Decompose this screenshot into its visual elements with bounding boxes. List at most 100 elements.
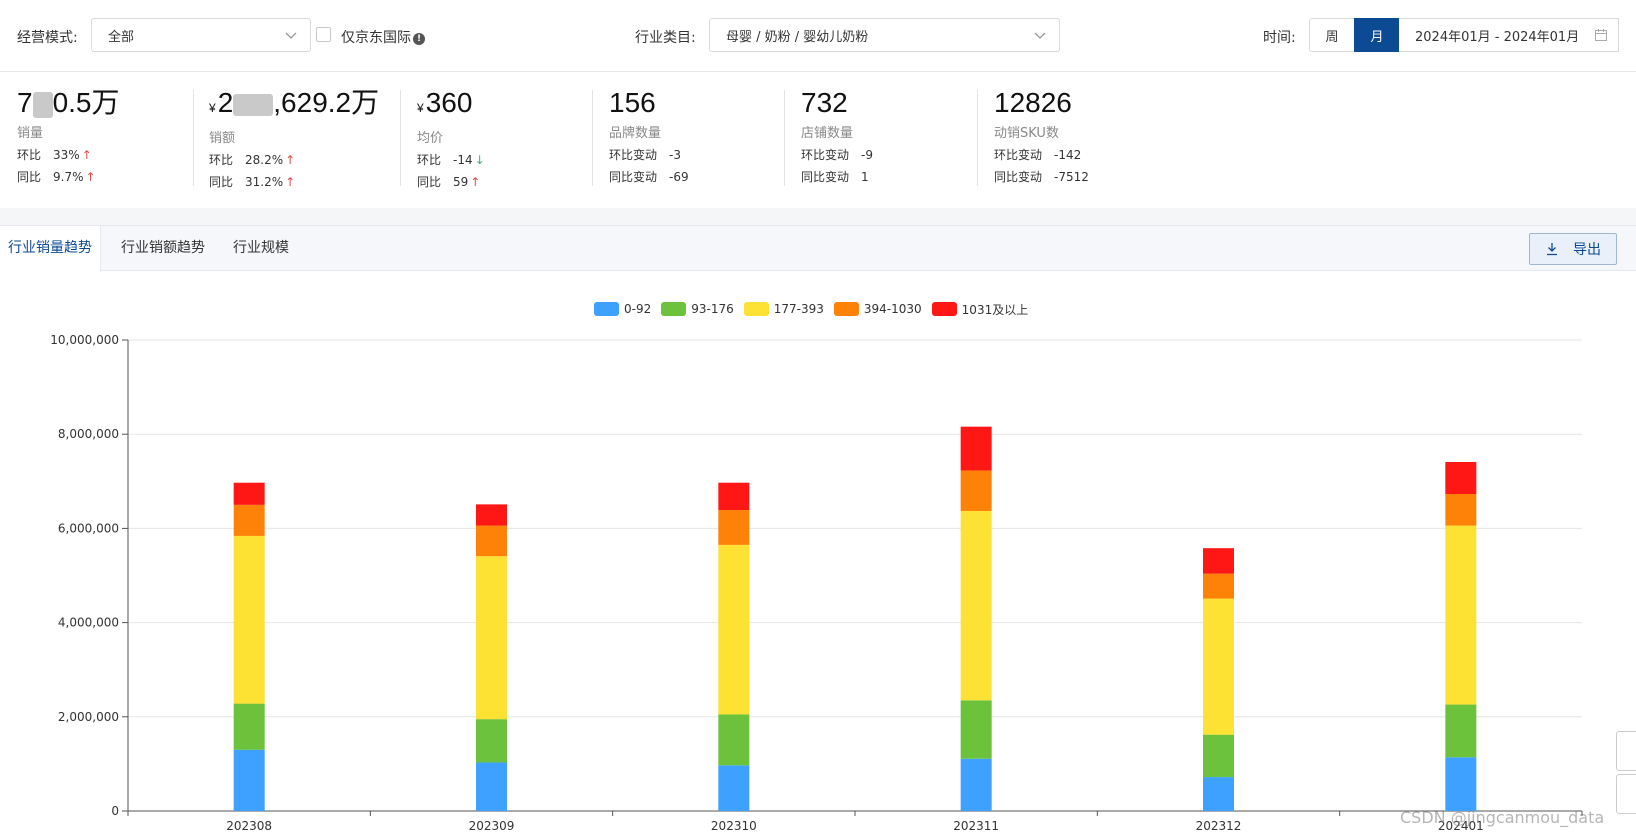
date-range-picker[interactable]: 2024年01月 - 2024年01月 bbox=[1399, 18, 1619, 52]
mom-value: -14 bbox=[453, 153, 473, 167]
bar-segment bbox=[960, 700, 992, 759]
arrow-up-icon: ↑ bbox=[81, 148, 92, 162]
bar-segment bbox=[233, 482, 265, 505]
y-tick-label: 10,000,000 bbox=[50, 333, 119, 347]
yoy-label: 同比变动 bbox=[994, 170, 1043, 184]
mom-label: 环比 bbox=[17, 148, 42, 162]
mode-select[interactable]: 全部 bbox=[91, 18, 311, 52]
metric-mom-row: 环比变动 -9 bbox=[801, 146, 873, 163]
metric-mom-row: 环比变动 -3 bbox=[609, 146, 689, 163]
week-toggle[interactable]: 周 bbox=[1309, 18, 1355, 52]
metric-sku-count: 12826 动销SKU数 环比变动 -142 同比变动 -7512 bbox=[994, 86, 1089, 198]
yoy-value: -7512 bbox=[1054, 170, 1089, 184]
metric-label: 店铺数量 bbox=[801, 126, 854, 141]
metric-yoy-row: 同比变动 -69 bbox=[609, 168, 689, 185]
legend-item[interactable]: 0-92 bbox=[594, 302, 651, 316]
bar-segment bbox=[718, 714, 750, 766]
mom-label: 环比变动 bbox=[609, 148, 658, 162]
metric-value-part: 0.5万 bbox=[52, 87, 120, 118]
month-toggle[interactable]: 月 bbox=[1354, 18, 1400, 52]
y-tick-label: 0 bbox=[111, 804, 119, 818]
side-tool-button[interactable] bbox=[1616, 731, 1636, 771]
mom-label: 环比变动 bbox=[994, 148, 1043, 162]
metric-mom-row: 环比 -14 ↓ bbox=[417, 151, 485, 168]
bar-segment bbox=[718, 482, 750, 511]
metric-sales-volume: 7 0.5万 销量 环比 33% ↑ 同比 9.7% ↑ bbox=[17, 86, 120, 198]
metric-yoy-row: 同比变动 1 bbox=[801, 168, 873, 185]
tab-sales-volume-trend[interactable]: 行业销量趋势 bbox=[0, 226, 101, 272]
x-tick-label: 202308 bbox=[226, 819, 272, 833]
bar-segment bbox=[1203, 598, 1234, 735]
chart-canvas: 0 2,000,000 4,000,000 6,000,000 8,000,000 10,… bbox=[50, 333, 1583, 833]
bar-segment bbox=[1445, 704, 1477, 758]
legend-swatch bbox=[833, 302, 859, 316]
yoy-label: 同比 bbox=[417, 175, 442, 189]
legend-swatch bbox=[594, 302, 619, 316]
info-icon[interactable]: ! bbox=[413, 33, 425, 45]
yoy-label: 同比 bbox=[209, 175, 234, 189]
bar-segment bbox=[1203, 777, 1234, 811]
industry-select[interactable]: 母婴 / 奶粉 / 婴幼儿奶粉 bbox=[709, 18, 1060, 52]
chevron-down-icon bbox=[1034, 32, 1046, 39]
yoy-label: 同比变动 bbox=[801, 170, 850, 184]
bar-segment bbox=[476, 525, 507, 557]
metric-value: 732 bbox=[801, 87, 848, 118]
tab-industry-scale[interactable]: 行业规模 bbox=[233, 240, 289, 256]
bar-segment bbox=[1203, 548, 1234, 574]
bar-segment bbox=[476, 504, 507, 526]
metric-label: 品牌数量 bbox=[609, 126, 662, 141]
industry-select-value: 母婴 / 奶粉 / 婴幼儿奶粉 bbox=[726, 29, 869, 45]
y-tick-label: 6,000,000 bbox=[58, 521, 119, 535]
bar-segment bbox=[233, 504, 265, 536]
legend-label: 394-1030 bbox=[863, 302, 922, 316]
tab-sales-amount-trend[interactable]: 行业销额趋势 bbox=[121, 240, 205, 256]
export-label: 导出 bbox=[1573, 242, 1601, 258]
legend-item[interactable]: 1031及以上 bbox=[931, 301, 1029, 318]
metric-mom-row: 环比 28.2% ↑ bbox=[209, 151, 379, 168]
metric-label: 均价 bbox=[417, 131, 444, 146]
metric-value: ¥360 bbox=[417, 86, 485, 125]
time-label: 时间: bbox=[1263, 30, 1296, 46]
jd-intl-text: 仅京东国际 bbox=[341, 30, 411, 46]
legend-swatch bbox=[743, 302, 769, 316]
bar-segment bbox=[233, 703, 265, 750]
calendar-icon bbox=[1595, 29, 1607, 41]
yoy-value: 9.7% bbox=[53, 170, 84, 184]
metric-shop-count: 732 店铺数量 环比变动 -9 同比变动 1 bbox=[801, 86, 873, 198]
bar-segment bbox=[476, 762, 507, 811]
chevron-down-icon bbox=[285, 32, 297, 39]
divider bbox=[400, 90, 401, 186]
mom-value: -142 bbox=[1054, 148, 1082, 162]
mode-label: 经营模式: bbox=[17, 30, 78, 46]
legend-swatch bbox=[661, 302, 687, 316]
divider bbox=[592, 90, 593, 186]
metric-value-part: 2 bbox=[217, 87, 234, 118]
legend-label: 177-393 bbox=[773, 302, 824, 316]
chart-legend: 0-92 93-176 177-393 394-1030 1031及以上 bbox=[594, 300, 1028, 318]
legend-label: 1031及以上 bbox=[961, 302, 1029, 317]
legend-item[interactable]: 394-1030 bbox=[833, 302, 922, 316]
legend-item[interactable]: 177-393 bbox=[743, 302, 824, 316]
metric-value-part: 360 bbox=[425, 87, 473, 118]
metric-yoy-row: 同比 59 ↑ bbox=[417, 173, 485, 190]
legend-swatch bbox=[931, 302, 957, 316]
bar-segment bbox=[718, 765, 750, 811]
redacted-blur bbox=[32, 91, 53, 118]
metric-brand-count: 156 品牌数量 环比变动 -3 同比变动 -69 bbox=[609, 86, 689, 198]
redacted-blur bbox=[233, 93, 274, 116]
export-button[interactable]: 导出 bbox=[1529, 233, 1617, 265]
bar-segment bbox=[476, 556, 507, 720]
legend-item[interactable]: 93-176 bbox=[661, 302, 734, 316]
jd-intl-checkbox[interactable] bbox=[316, 27, 331, 42]
bar-segment bbox=[1445, 494, 1477, 526]
metric-label: 动销SKU数 bbox=[994, 126, 1059, 141]
x-tick-label: 202309 bbox=[469, 819, 515, 833]
y-tick-label: 4,000,000 bbox=[58, 616, 119, 630]
side-tool-button[interactable] bbox=[1616, 774, 1636, 814]
divider bbox=[193, 90, 194, 186]
watermark: CSDN @jingcanmou_data bbox=[1400, 808, 1605, 827]
date-range-value: 2024年01月 - 2024年01月 bbox=[1415, 29, 1580, 45]
arrow-up-icon: ↑ bbox=[285, 175, 296, 189]
mode-select-value: 全部 bbox=[108, 29, 135, 45]
x-tick-label: 202401 bbox=[1438, 819, 1484, 833]
